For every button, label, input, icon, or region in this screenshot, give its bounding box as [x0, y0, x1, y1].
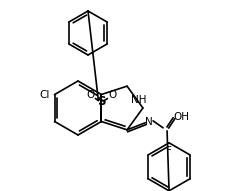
Text: Cl: Cl — [40, 90, 50, 100]
Text: N: N — [145, 117, 153, 127]
Text: O: O — [108, 91, 116, 100]
Text: NH: NH — [131, 95, 147, 105]
Text: O: O — [86, 91, 94, 100]
Text: OH: OH — [173, 112, 189, 122]
Text: F: F — [166, 146, 172, 156]
Text: S: S — [97, 95, 106, 108]
